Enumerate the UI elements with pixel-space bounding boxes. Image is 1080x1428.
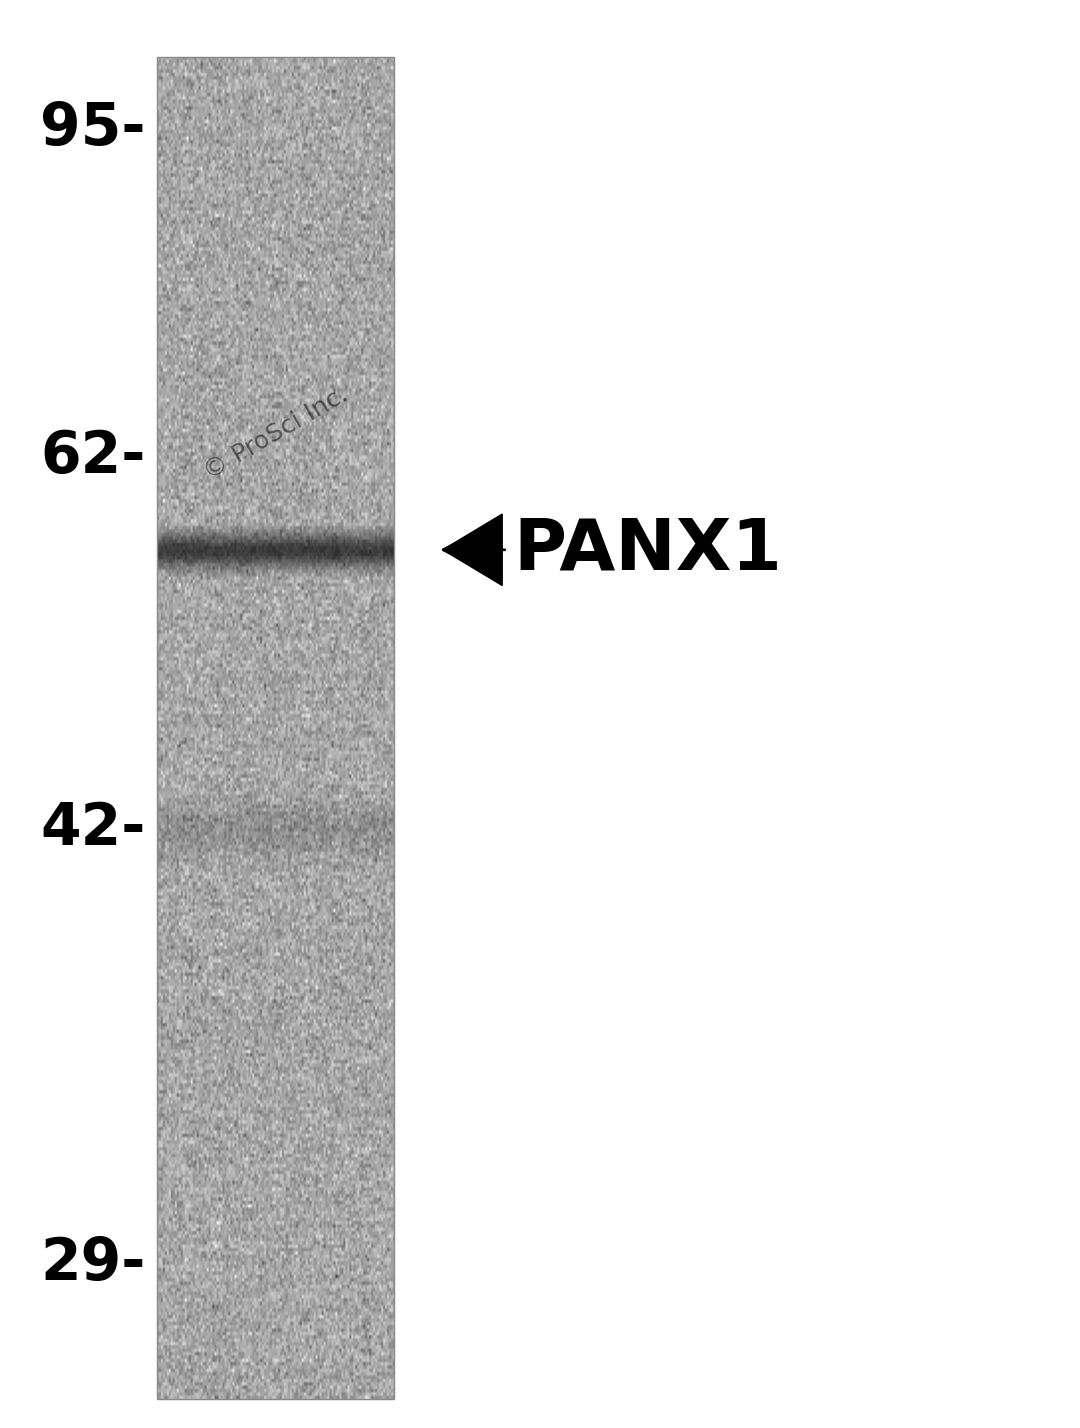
Text: 29-: 29- xyxy=(40,1235,146,1292)
Text: 42-: 42- xyxy=(40,800,146,857)
Text: 95-: 95- xyxy=(40,100,146,157)
Text: © ProSci Inc.: © ProSci Inc. xyxy=(199,381,352,484)
Text: 62-: 62- xyxy=(40,428,146,486)
Polygon shape xyxy=(443,514,502,585)
Text: PANX1: PANX1 xyxy=(513,516,782,584)
